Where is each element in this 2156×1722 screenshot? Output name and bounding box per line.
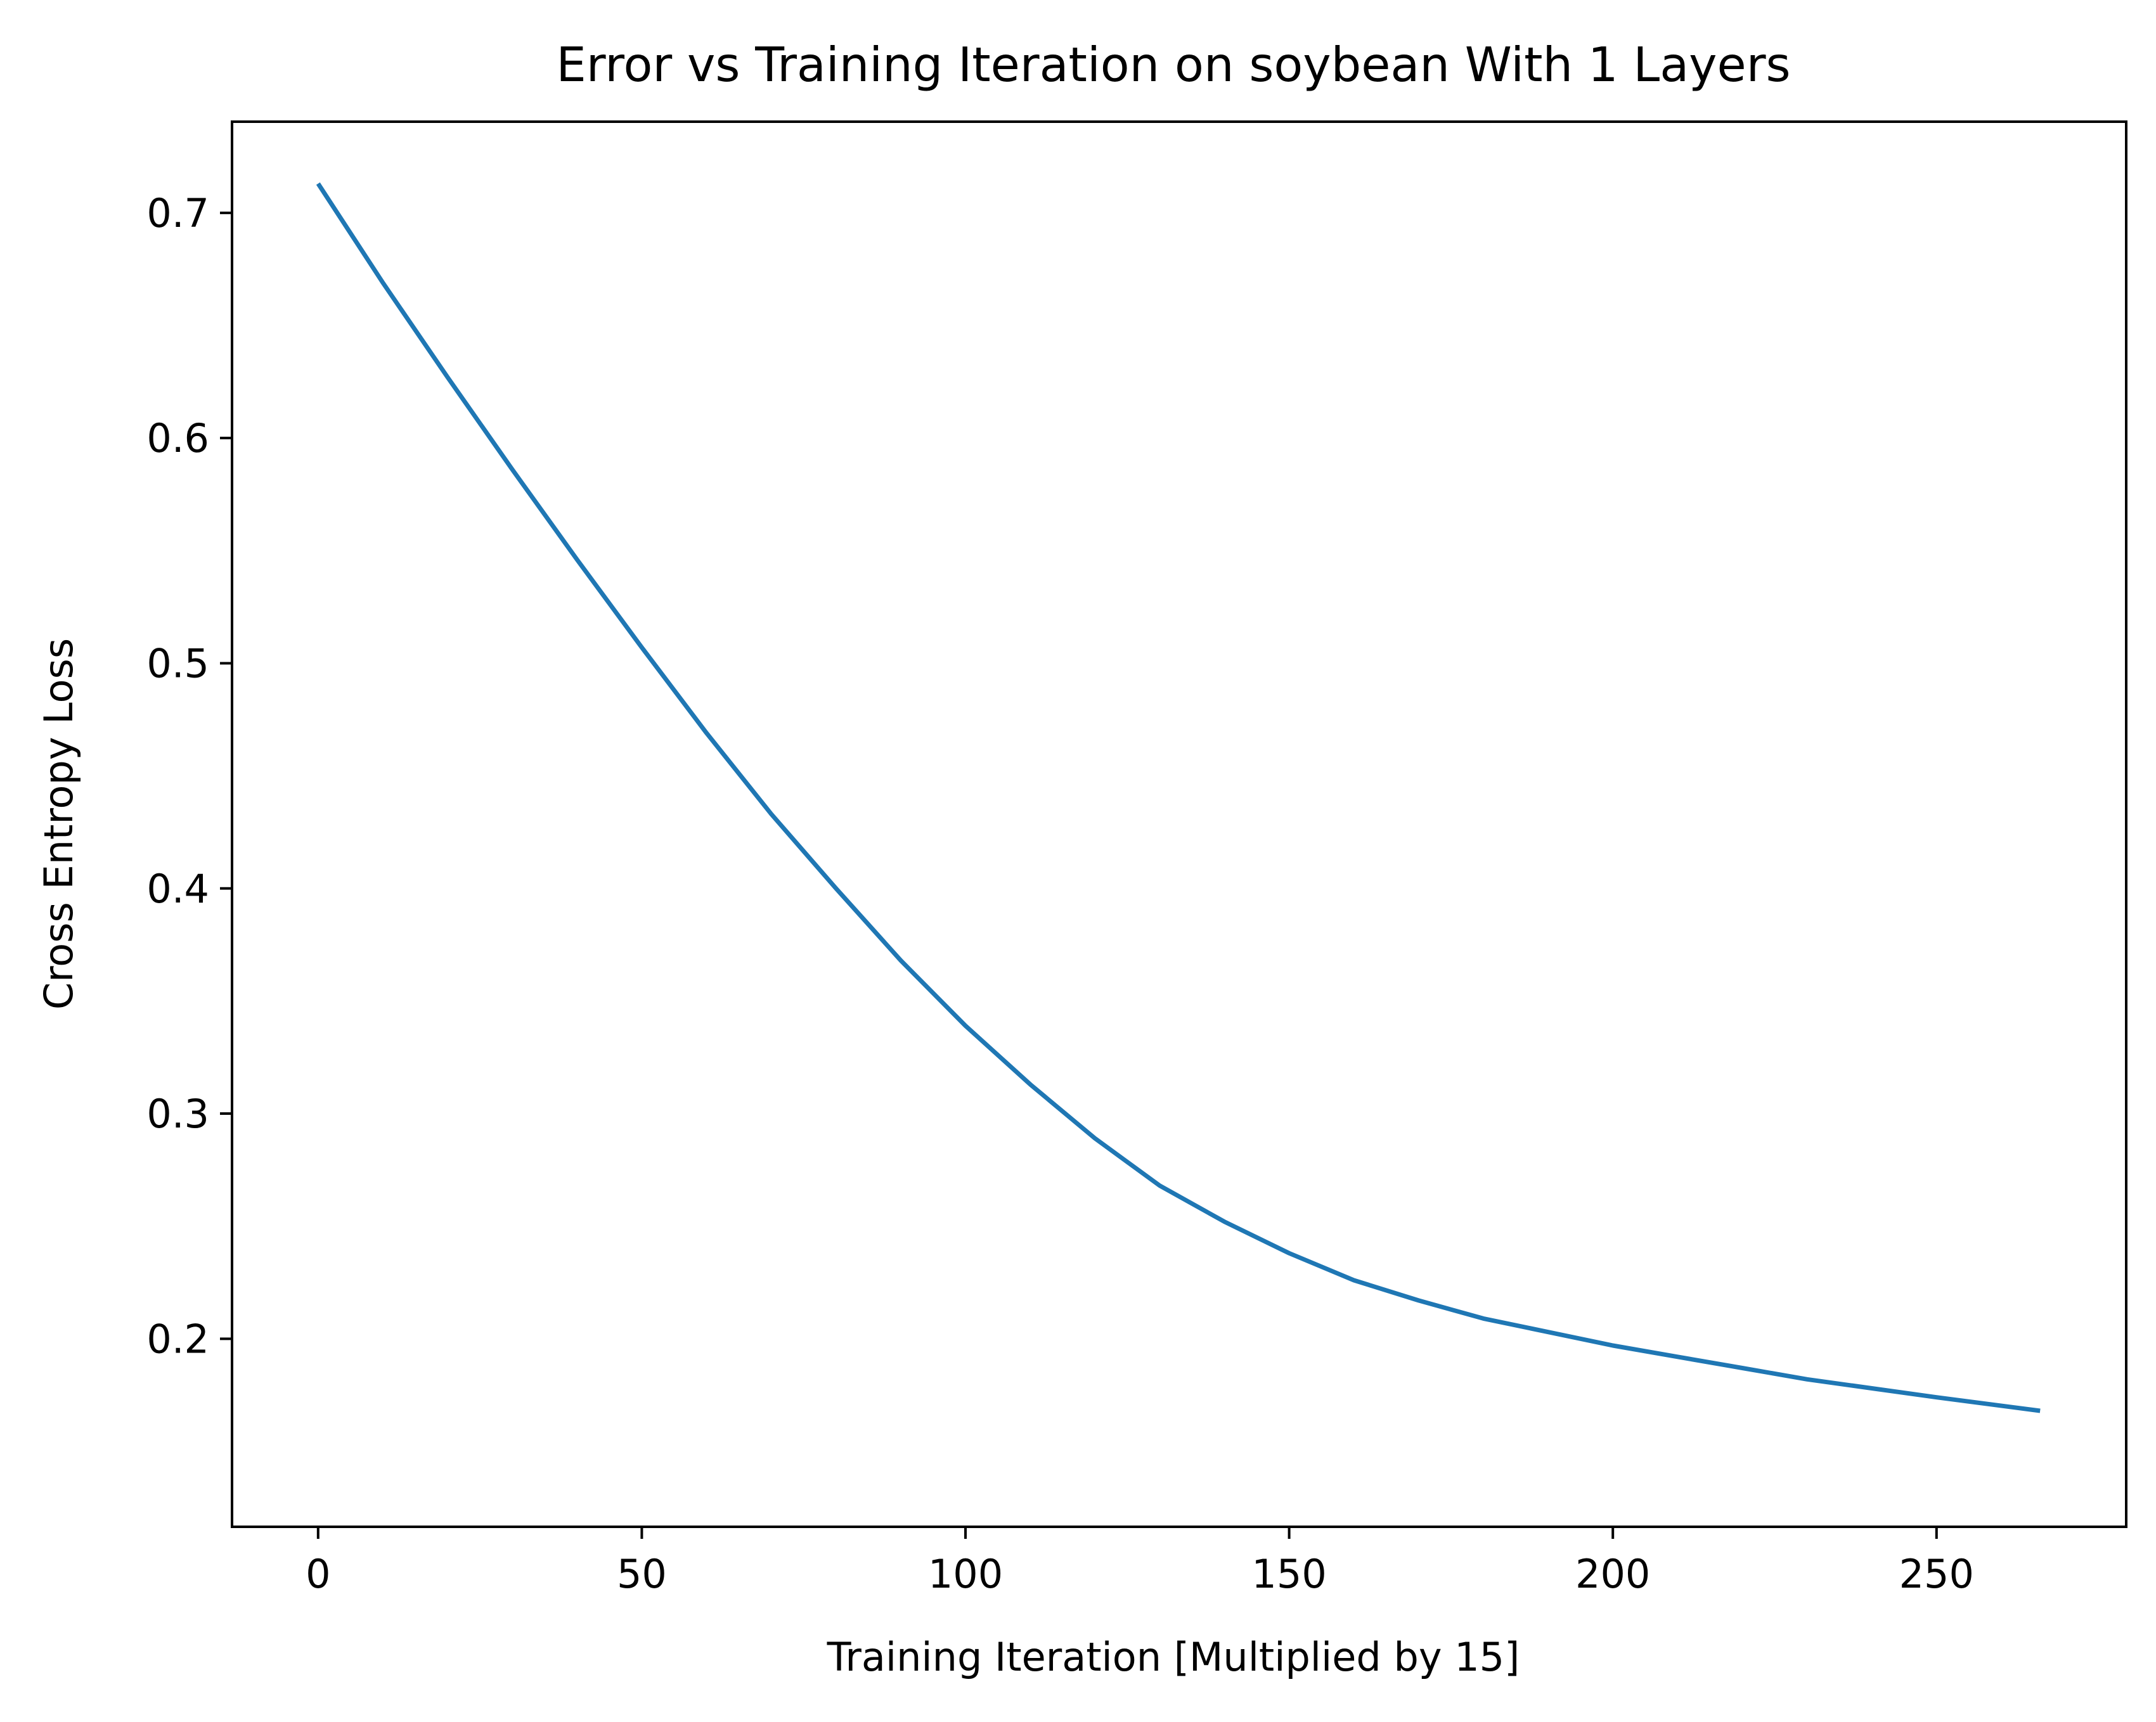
y-tick-label: 0.7	[146, 190, 209, 236]
y-tick-label: 0.4	[146, 866, 209, 912]
loss-series-line	[316, 182, 2041, 1413]
y-tick-label: 0.6	[146, 415, 209, 461]
x-axis-label: Training Iteration [Multiplied by 15]	[827, 1634, 1520, 1680]
x-tick-label: 0	[306, 1551, 330, 1597]
x-tick-label: 150	[1251, 1551, 1326, 1597]
x-tick-label: 250	[1899, 1551, 1974, 1597]
y-tick-label: 0.3	[146, 1091, 209, 1137]
x-axis: 0 50 100 150 200 250	[306, 1527, 1974, 1597]
x-tick-label: 200	[1575, 1551, 1650, 1597]
x-tick-label: 50	[617, 1551, 667, 1597]
y-axis: 0.2 0.3 0.4 0.5 0.6 0.7	[146, 190, 232, 1362]
plot-area	[231, 120, 2127, 1528]
chart-title: Error vs Training Iteration on soybean W…	[556, 37, 1790, 93]
y-axis-label: Cross Entropy Loss	[36, 638, 82, 1010]
y-tick-label: 0.2	[146, 1316, 209, 1362]
x-tick-label: 100	[928, 1551, 1003, 1597]
y-tick-label: 0.5	[146, 640, 209, 686]
